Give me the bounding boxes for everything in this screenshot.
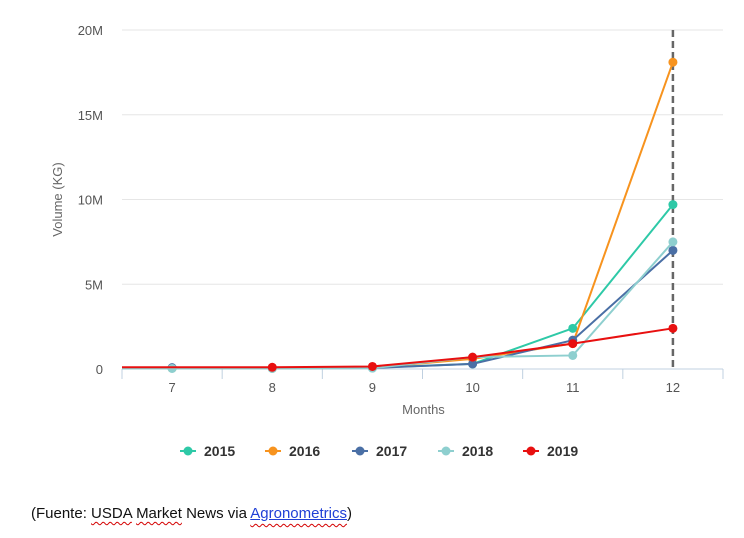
- legend-label: 2016: [289, 443, 320, 459]
- legend-item-2019: 2019: [523, 443, 578, 459]
- legend-swatch-marker: [355, 446, 365, 456]
- data-point: [367, 361, 377, 371]
- legend-swatch-marker: [268, 446, 278, 456]
- data-point: [668, 57, 678, 67]
- x-axis: 7 8 9 10 11 12: [121, 368, 724, 395]
- y-tick-label: 10M: [78, 193, 103, 208]
- data-point: [668, 200, 678, 210]
- line-chart: 0 5M 10M 15M 20M 7 8 9 10 11 12 Volume (KG) Month…: [50, 23, 724, 459]
- source-note: (Fuente: USDA Market News via Agronometr…: [31, 505, 352, 522]
- data-point: [568, 339, 578, 349]
- series-2016: [122, 57, 678, 373]
- y-tick-label: 20M: [78, 23, 103, 38]
- data-point: [668, 245, 678, 255]
- chart-gridlines: [122, 29, 723, 285]
- x-tick-label: 11: [566, 380, 580, 395]
- series-line: [122, 249, 674, 370]
- data-point: [668, 323, 678, 333]
- data-point: [568, 323, 578, 333]
- data-point: [568, 350, 578, 360]
- legend-label: 2015: [204, 443, 235, 459]
- source-usda: USDA: [91, 505, 132, 522]
- y-axis-ticks: 0 5M 10M 15M 20M: [78, 23, 103, 377]
- x-tick-label: 10: [465, 380, 479, 395]
- y-axis-label: Volume (KG): [50, 162, 65, 236]
- y-tick-label: 5M: [85, 277, 103, 292]
- legend-item-2015: 2015: [180, 443, 235, 459]
- legend-label: 2019: [547, 443, 578, 459]
- x-tick-label: 9: [369, 380, 376, 395]
- data-point: [668, 237, 678, 247]
- legend-label: 2018: [462, 443, 493, 459]
- x-tick-label: 8: [269, 380, 276, 395]
- legend-item-2018: 2018: [438, 443, 493, 459]
- data-point: [167, 363, 177, 373]
- agronometrics-link[interactable]: Agronometrics: [250, 505, 347, 522]
- data-point: [468, 352, 478, 362]
- x-tick-label: 7: [168, 380, 175, 395]
- series-line: [122, 203, 674, 370]
- series-2017: [122, 245, 678, 373]
- legend-swatch-marker: [441, 446, 451, 456]
- legend-label: 2017: [376, 443, 407, 459]
- source-market: Market: [136, 505, 182, 522]
- legend-item-2016: 2016: [265, 443, 320, 459]
- series-line: [122, 327, 674, 369]
- x-tick-label: 12: [666, 380, 680, 395]
- series-2018: [122, 237, 678, 373]
- y-tick-label: 15M: [78, 108, 103, 123]
- x-axis-label: Months: [402, 402, 445, 417]
- y-tick-label: 0: [96, 362, 103, 377]
- data-point: [468, 359, 478, 369]
- legend-item-2017: 2017: [352, 443, 407, 459]
- series-line: [122, 61, 674, 370]
- data-point: [267, 362, 277, 372]
- legend-swatch-marker: [183, 446, 193, 456]
- series-2019: [122, 323, 678, 372]
- chart-series: [122, 57, 678, 373]
- legend-swatch-marker: [526, 446, 536, 456]
- chart-legend: 2015 2016 2017 2018 2019: [180, 443, 578, 459]
